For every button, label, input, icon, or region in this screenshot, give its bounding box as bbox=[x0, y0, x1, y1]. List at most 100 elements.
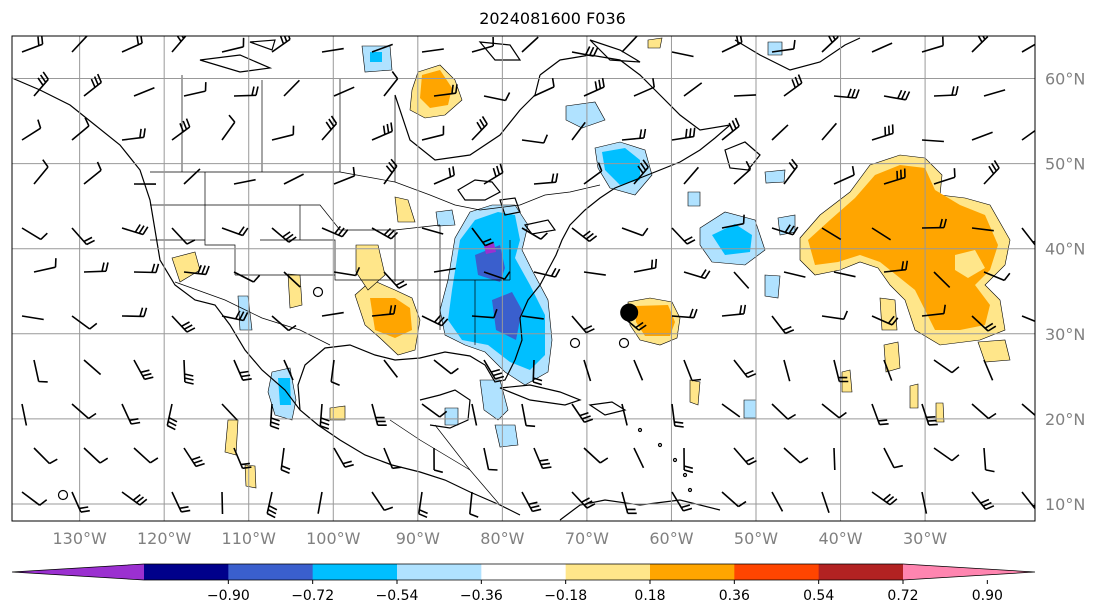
wind-barb bbox=[771, 403, 797, 420]
wind-barb bbox=[621, 36, 638, 53]
wind-barb bbox=[71, 36, 88, 53]
wind-barb bbox=[269, 403, 280, 430]
latitude-label: 50°N bbox=[1045, 155, 1085, 174]
wind-barb bbox=[71, 491, 90, 513]
wind-barb bbox=[433, 447, 444, 474]
wind-barb bbox=[721, 117, 740, 141]
wind-barb bbox=[733, 359, 757, 379]
wind-barb bbox=[183, 264, 210, 276]
wind-barb bbox=[266, 491, 278, 519]
wind-barb bbox=[933, 447, 960, 462]
wind-barb bbox=[33, 71, 49, 97]
wind-barb bbox=[721, 214, 745, 229]
wind-barb bbox=[621, 128, 647, 141]
wind-barb bbox=[533, 267, 561, 278]
longitude-label: 30°W bbox=[903, 529, 947, 548]
wind-barb bbox=[221, 310, 249, 322]
wind-barb bbox=[833, 165, 855, 185]
wind-barb bbox=[671, 51, 694, 58]
wind-barb bbox=[383, 71, 399, 97]
wind-barb bbox=[421, 125, 445, 141]
wind-barb bbox=[871, 491, 898, 506]
wind-barb bbox=[483, 92, 511, 102]
wind-barb bbox=[633, 159, 649, 185]
wind-barb bbox=[521, 491, 542, 513]
wind-barb bbox=[171, 227, 196, 245]
wind-barb bbox=[533, 77, 555, 97]
wind-barb bbox=[571, 121, 586, 141]
wind-barb bbox=[21, 315, 44, 321]
wind-barb bbox=[233, 178, 256, 185]
wind-barb bbox=[571, 315, 595, 334]
colorbar-extend-high bbox=[903, 564, 1035, 580]
wind-barb bbox=[371, 122, 393, 141]
wind-barb bbox=[683, 82, 703, 97]
wind-barb bbox=[971, 227, 994, 232]
wind-barb bbox=[21, 403, 28, 426]
wind-barb bbox=[571, 491, 596, 509]
wind-barb bbox=[383, 158, 398, 185]
wind-barb bbox=[821, 491, 830, 514]
wind-barb bbox=[821, 122, 838, 141]
wind-barb bbox=[933, 168, 956, 185]
wind-barb bbox=[633, 258, 658, 273]
wind-barb bbox=[883, 260, 909, 273]
wind-barb bbox=[283, 173, 304, 185]
wind-barb bbox=[330, 359, 340, 386]
longitude-label: 100°W bbox=[306, 529, 361, 548]
wind-barb bbox=[383, 359, 399, 378]
wind-barb bbox=[133, 359, 154, 381]
wind-barb bbox=[783, 447, 809, 464]
wind-barb bbox=[321, 225, 349, 238]
wind-barb bbox=[683, 166, 700, 185]
wind-barb bbox=[421, 314, 449, 327]
wind-barb bbox=[871, 42, 893, 53]
wind-barb bbox=[321, 115, 338, 141]
wind-barb bbox=[921, 403, 938, 426]
wind-barb bbox=[571, 403, 594, 423]
wind-barb bbox=[971, 403, 997, 420]
wind-barb bbox=[471, 115, 488, 141]
wind-barb bbox=[571, 227, 598, 243]
latitude-label: 40°N bbox=[1045, 240, 1085, 259]
wind-barb bbox=[971, 36, 989, 53]
wind-barb bbox=[221, 226, 249, 237]
wind-barb bbox=[883, 359, 893, 381]
colorbar-segment bbox=[312, 564, 398, 580]
wind-barb bbox=[633, 447, 645, 469]
map-title: 2024081600 F036 bbox=[479, 9, 626, 28]
wind-barb bbox=[371, 304, 397, 317]
wind-barb bbox=[483, 163, 504, 185]
wind-barb bbox=[683, 269, 711, 280]
wind-barb bbox=[33, 159, 49, 185]
wind-barb bbox=[171, 491, 191, 513]
wind-barb bbox=[621, 403, 628, 426]
wind-barb bbox=[983, 359, 994, 381]
colorbar-tick-label: 0.54 bbox=[803, 588, 834, 604]
latitude-labels: 10°N 20°N 30°N 40°N 50°N 60°N bbox=[1045, 70, 1085, 514]
wind-barb bbox=[233, 86, 259, 97]
wind-barb bbox=[433, 166, 455, 185]
longitude-label: 80°W bbox=[480, 529, 524, 548]
wind-barb bbox=[883, 168, 906, 185]
wind-barb bbox=[321, 311, 344, 317]
wind-barb bbox=[283, 359, 294, 381]
wind-barb bbox=[921, 304, 946, 317]
wind-barb bbox=[33, 258, 57, 273]
wind-barb bbox=[233, 271, 261, 283]
wind-barb bbox=[321, 47, 344, 53]
wind-barb bbox=[833, 271, 856, 278]
colorbar-segment bbox=[734, 564, 820, 580]
wind-barb bbox=[821, 227, 842, 241]
wind-barb bbox=[921, 139, 944, 143]
colorbar-segment bbox=[481, 564, 567, 580]
wind-barb bbox=[771, 39, 796, 53]
wind-barb bbox=[821, 310, 849, 320]
wind-barb bbox=[166, 403, 178, 431]
wind-barb bbox=[83, 73, 103, 97]
wind-barb bbox=[121, 491, 148, 506]
wind-barb bbox=[433, 84, 458, 97]
wind-barb bbox=[733, 94, 757, 97]
wind-barb bbox=[621, 227, 649, 237]
wind-barb bbox=[521, 315, 544, 320]
